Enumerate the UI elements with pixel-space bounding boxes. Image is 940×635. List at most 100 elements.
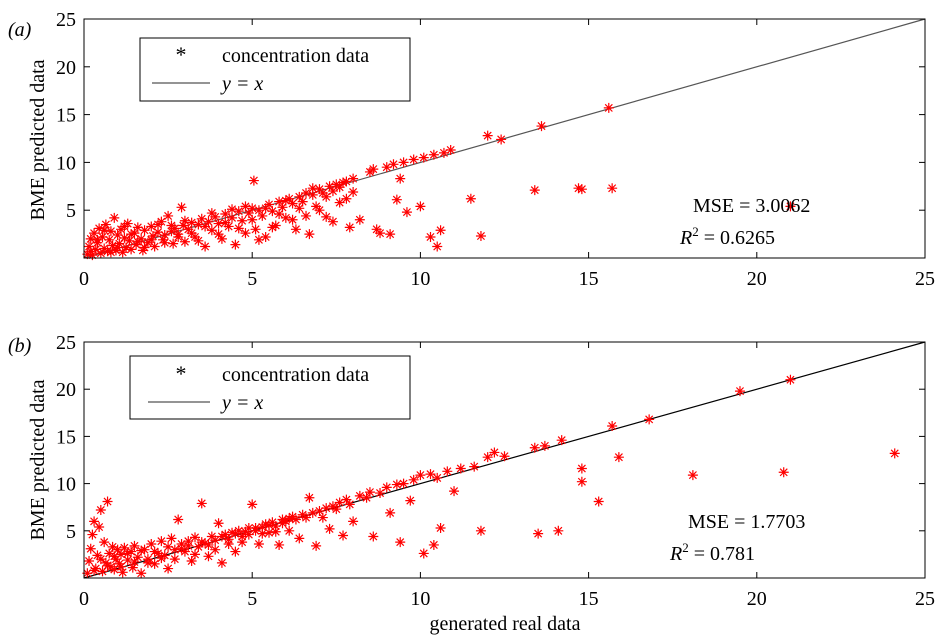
data-point [576,184,587,195]
y-tick-label: 10 [56,152,76,174]
data-point [132,222,143,233]
data-point [107,240,118,251]
data-point [496,134,507,145]
data-point [344,222,355,233]
data-point [593,496,604,507]
data-point [778,467,789,478]
data-point [127,562,138,573]
data-point [361,492,372,503]
data-point [112,230,123,241]
data-point [95,505,106,516]
data-point [264,520,275,531]
legend-label-line-a: y = x [220,73,263,95]
data-point [149,546,160,557]
data-point [449,486,460,497]
data-point [247,499,258,510]
y-axis-label-a: BME predicted data [27,59,49,220]
data-point [368,164,379,175]
data-point [146,234,157,245]
data-point [556,435,567,446]
data-point [415,201,426,212]
data-point [153,548,164,559]
data-point [176,543,187,554]
data-point [334,182,345,193]
data-point [304,492,315,503]
data-point [142,557,153,568]
data-point [230,546,241,557]
data-point [129,556,140,567]
data-point [331,504,342,515]
data-point [126,229,137,240]
data-points-b [82,374,900,579]
x-tick-label: 15 [579,268,599,290]
data-point [102,496,113,507]
data-point [206,225,217,236]
data-point [102,560,113,571]
data-point [290,514,301,525]
legend-a: * concentration data y = x [139,37,411,102]
data-point [97,566,108,577]
data-point [314,205,325,216]
data-point [253,234,264,245]
data-point [307,189,318,200]
legend-label-series-a: concentration data [222,45,369,67]
data-point [573,183,584,194]
data-point [109,551,120,562]
data-point [442,466,453,477]
plot-frame-b [83,341,926,579]
data-point [734,386,745,397]
data-point [243,208,254,219]
data-point [179,236,190,247]
data-point [90,244,101,255]
data-point [576,463,587,474]
data-point [122,548,133,559]
data-point [301,512,312,523]
reference-line-a [83,18,926,259]
data-point [428,149,439,160]
data-point [237,215,248,226]
data-point [121,242,132,253]
data-point [307,183,318,194]
data-point [425,469,436,480]
legend-label-line-b: y = x [220,392,263,414]
data-point [153,227,164,238]
data-point [102,246,113,257]
data-point [405,495,416,506]
data-point [334,197,345,208]
data-point [85,543,96,554]
data-point [196,213,207,224]
data-point [445,144,456,155]
data-point [253,205,264,216]
panel-b: (b) BME predicted data 5 10 15 20 25 0 5 10 15 2… [8,332,935,635]
data-point [166,220,177,231]
data-point [270,521,281,532]
data-point [95,248,106,259]
data-point [341,494,352,505]
panel-label-a: (a) [8,19,32,41]
data-point [348,187,359,198]
y-tick-label: 25 [56,9,76,31]
data-point [92,234,103,245]
data-point [104,234,115,245]
data-point [287,214,298,225]
data-point [284,193,295,204]
x-axis-label: generated real data [429,613,580,635]
data-point [190,532,201,543]
data-point [158,234,169,245]
data-point [324,181,335,192]
data-point [267,222,278,233]
data-point [213,229,224,240]
mse-annotation-a: MSE = 3.0062 [693,195,810,217]
data-point [267,206,278,217]
legend-box-b [129,355,411,420]
data-point [408,474,419,485]
data-point [116,549,127,560]
data-point [230,239,241,250]
data-point [112,544,123,555]
data-point [116,561,127,572]
data-point [428,539,439,550]
data-point [287,198,298,209]
data-point [186,228,197,239]
data-point [603,102,614,113]
data-point [344,499,355,510]
